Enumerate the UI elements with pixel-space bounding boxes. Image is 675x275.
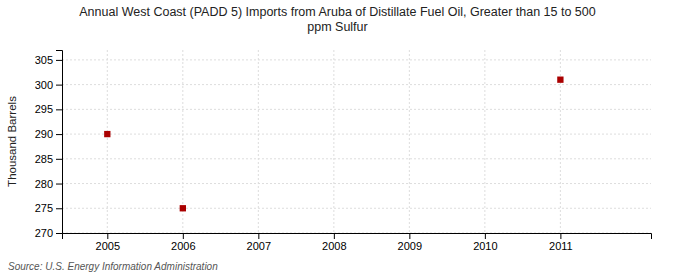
tick-mark	[107, 233, 108, 239]
tick-label: 2008	[322, 240, 346, 252]
tick-mark	[56, 60, 62, 61]
y-axis: 270 275 280 285 290 295 300 305	[35, 51, 63, 240]
tick: 2008	[322, 233, 346, 252]
tick: 270	[35, 227, 62, 239]
tick: 2005	[96, 233, 120, 252]
tick-label: 275	[35, 202, 53, 214]
grid-line	[62, 84, 651, 85]
tick-label: 2011	[549, 240, 573, 252]
grid-line	[62, 134, 651, 135]
tick-label: 270	[35, 227, 53, 239]
tick: 2007	[247, 233, 271, 252]
source: Source: U.S. Energy Information Administ…	[8, 261, 218, 272]
tick: 285	[35, 153, 62, 165]
tick-label: 2007	[247, 240, 271, 252]
title-line: ppm Sulfur	[307, 20, 367, 34]
grid-line	[409, 50, 410, 233]
point	[104, 131, 110, 137]
tick-mark	[56, 134, 62, 135]
tick: 275	[35, 202, 62, 214]
tick-mark	[183, 233, 184, 239]
tick-label: 295	[35, 103, 53, 115]
tick-mark	[334, 233, 335, 239]
chart: Annual West Coast (PADD 5) Imports from …	[0, 0, 675, 275]
grid-line	[62, 183, 651, 184]
axis-line	[63, 234, 652, 240]
tick-mark	[56, 208, 62, 209]
points	[104, 77, 563, 212]
tick-mark	[258, 233, 259, 239]
tick-label: 305	[35, 54, 53, 66]
point	[557, 77, 563, 83]
tick-label: 2006	[171, 240, 195, 252]
tick: 300	[35, 79, 62, 91]
tick: 2011	[549, 233, 573, 252]
tick-label: 300	[35, 79, 53, 91]
axis-line	[56, 51, 63, 234]
tick-label: 2005	[96, 240, 120, 252]
tick-label: 2010	[473, 240, 497, 252]
tick: 305	[35, 54, 62, 66]
plot: 2005 2006 2007 2008 2009 2010 2011 270 275 280 285…	[35, 50, 652, 252]
grid-line	[107, 50, 108, 233]
tick: 280	[35, 178, 62, 190]
tick-mark	[56, 184, 62, 185]
y-axis-label: Thousand Barrels	[6, 96, 18, 187]
grid-line	[62, 109, 651, 110]
tick: 2010	[473, 233, 497, 252]
grid-line	[333, 50, 334, 233]
grid-line	[258, 50, 259, 233]
tick-mark	[485, 233, 486, 239]
x-axis: 2005 2006 2007 2008 2009 2010 2011	[63, 233, 652, 252]
title: Annual West Coast (PADD 5) Imports from …	[79, 5, 595, 34]
point	[180, 205, 186, 211]
title-line: Annual West Coast (PADD 5) Imports from …	[79, 5, 595, 19]
tick: 295	[35, 103, 62, 115]
grid	[62, 50, 651, 233]
tick-mark	[56, 159, 62, 160]
tick: 2009	[398, 233, 422, 252]
grid-line	[62, 59, 651, 60]
tick-mark	[56, 109, 62, 110]
tick: 2006	[171, 233, 195, 252]
tick-mark	[409, 233, 410, 239]
tick-mark	[56, 85, 62, 86]
tick-label: 280	[35, 178, 53, 190]
tick: 290	[35, 128, 62, 140]
tick-mark	[56, 233, 62, 234]
grid-line	[484, 50, 485, 233]
tick-label: 2009	[398, 240, 422, 252]
tick-mark	[560, 233, 561, 239]
grid-line	[62, 208, 651, 209]
tick-label: 290	[35, 128, 53, 140]
tick-label: 285	[35, 153, 53, 165]
grid-line	[62, 158, 651, 159]
